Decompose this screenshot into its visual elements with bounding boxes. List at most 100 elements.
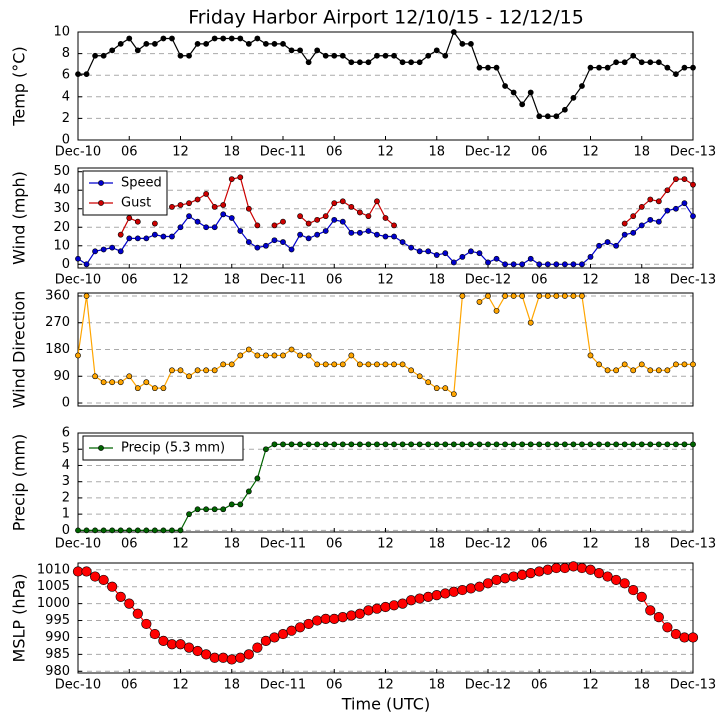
data-point xyxy=(186,200,192,207)
y-tick-label: 0 xyxy=(62,257,70,272)
data-point xyxy=(160,527,167,534)
data-point xyxy=(280,239,286,245)
data-point xyxy=(431,590,442,601)
data-point xyxy=(203,224,210,231)
data-point xyxy=(382,361,389,368)
data-point xyxy=(399,441,406,448)
y-tick-label: 180 xyxy=(45,342,70,357)
data-point xyxy=(630,367,637,374)
data-point xyxy=(391,361,397,368)
data-point xyxy=(519,293,526,299)
data-point xyxy=(109,379,116,386)
data-point xyxy=(126,215,133,221)
data-point xyxy=(271,40,278,47)
data-point xyxy=(117,527,124,534)
x-tick-label: 12 xyxy=(172,678,189,693)
data-point xyxy=(288,346,295,353)
legend-marker xyxy=(98,180,104,186)
data-point xyxy=(356,229,363,236)
y-tick-label: 90 xyxy=(53,369,70,384)
data-point xyxy=(305,235,312,242)
data-point xyxy=(414,593,425,604)
data-point xyxy=(134,385,141,392)
data-point xyxy=(160,35,167,42)
x-tick-label: 18 xyxy=(223,678,240,693)
data-point xyxy=(126,373,133,380)
data-point xyxy=(75,71,81,78)
x-tick-label: 12 xyxy=(582,273,599,288)
legend-label: Gust xyxy=(121,196,151,211)
data-point xyxy=(117,379,124,386)
data-point xyxy=(201,649,212,660)
data-point xyxy=(382,52,389,59)
legend-label: Speed xyxy=(121,176,162,191)
x-tick-label: 12 xyxy=(377,678,394,693)
data-point xyxy=(254,222,261,229)
data-point xyxy=(681,200,688,207)
plot-frame xyxy=(77,432,694,533)
data-point xyxy=(117,231,124,238)
data-point xyxy=(83,293,90,299)
data-point xyxy=(126,35,133,42)
x-tick-label: Dec-10 xyxy=(55,678,101,693)
data-point xyxy=(655,367,662,374)
data-point xyxy=(280,352,286,359)
data-point xyxy=(399,239,406,245)
x-tick-label: 12 xyxy=(582,145,599,160)
series-line xyxy=(299,200,395,226)
data-point xyxy=(399,361,406,368)
y-tick-label: 985 xyxy=(45,647,70,662)
data-point xyxy=(169,35,175,42)
data-point xyxy=(237,501,244,508)
data-point xyxy=(211,35,218,42)
data-point xyxy=(499,573,511,584)
data-point xyxy=(143,40,150,47)
data-point xyxy=(220,506,227,513)
data-point xyxy=(425,248,432,255)
data-point xyxy=(194,506,201,513)
data-point xyxy=(690,361,696,368)
data-point xyxy=(442,441,449,448)
data-point xyxy=(237,228,244,234)
data-point xyxy=(628,584,639,596)
y-tick-label: 30 xyxy=(53,201,70,216)
data-point xyxy=(160,385,167,392)
data-point xyxy=(348,229,355,236)
data-point xyxy=(237,174,244,181)
data-point xyxy=(433,385,440,392)
data-point xyxy=(687,632,699,643)
data-point xyxy=(510,293,517,299)
data-point xyxy=(81,566,92,577)
y-tick-label: 6 xyxy=(62,426,70,441)
y-tick-label: 995 xyxy=(45,613,70,628)
data-point xyxy=(312,615,323,626)
data-point xyxy=(254,35,261,42)
data-point xyxy=(655,59,662,66)
data-point xyxy=(457,584,468,596)
data-point xyxy=(356,59,363,66)
data-point xyxy=(271,237,278,244)
data-point xyxy=(690,64,696,71)
data-point xyxy=(527,441,534,448)
data-point xyxy=(263,352,269,359)
data-point xyxy=(134,235,141,242)
data-point xyxy=(647,216,654,223)
data-point xyxy=(228,501,235,508)
y-tick-label: 2 xyxy=(62,490,70,505)
legend-box xyxy=(82,170,168,216)
data-point xyxy=(408,244,415,251)
data-point xyxy=(510,441,517,448)
data-point xyxy=(425,52,432,59)
y-tick-label: 0 xyxy=(62,523,70,538)
data-point xyxy=(348,352,355,359)
data-point xyxy=(186,52,192,59)
y-axis-label: Temp (°C) xyxy=(10,46,29,126)
x-tick-label: 06 xyxy=(531,273,548,288)
data-point xyxy=(177,367,184,374)
data-point xyxy=(363,605,374,616)
data-point xyxy=(277,628,289,640)
data-point xyxy=(587,253,594,260)
data-point xyxy=(619,578,630,589)
x-tick-label: Dec-12 xyxy=(465,537,511,552)
x-tick-label: 12 xyxy=(172,537,189,552)
